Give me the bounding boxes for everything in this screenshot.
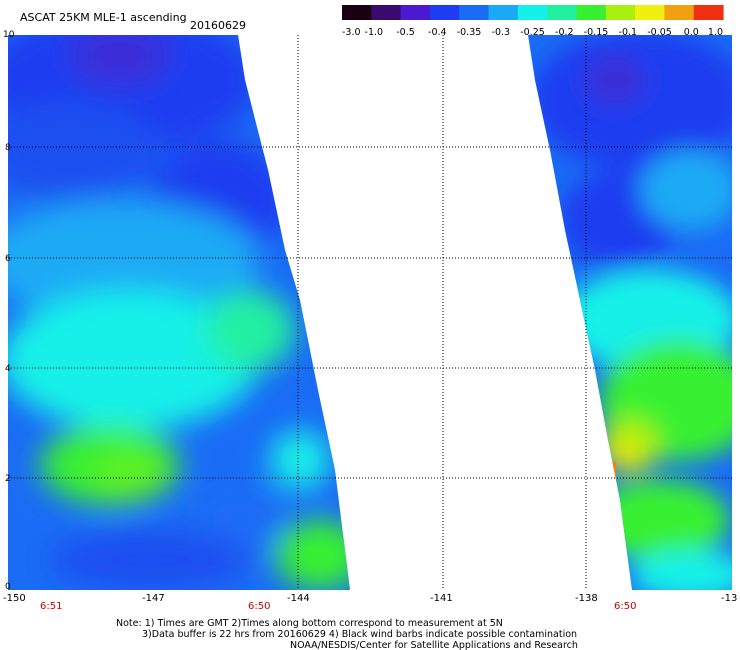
y-tick-label: 8: [5, 143, 11, 153]
y-axis-ticks: 0 2 4 6 8 10: [3, 30, 15, 592]
colorbar-label: -0.15: [584, 27, 609, 38]
colorbar-label: -0.05: [647, 27, 672, 38]
colorbar-label: 1.0: [708, 27, 723, 38]
swath-left: [8, 35, 350, 590]
y-tick-label: 4: [5, 364, 11, 374]
colorbar-label: -1.0: [365, 27, 384, 38]
note-line-3: NOAA/NESDIS/Center for Satellite Applica…: [290, 640, 578, 650]
y-tick-label: 10: [3, 30, 15, 40]
time-label: 6:50: [248, 601, 270, 612]
colorbar-swatch: [400, 5, 431, 20]
x-tick-label: -144: [287, 593, 310, 604]
y-tick-label: 2: [5, 474, 11, 484]
colorbar-swatch: [429, 5, 460, 20]
colorbar-label: -0.4: [428, 27, 447, 38]
colorbar-label: -0.5: [396, 27, 415, 38]
y-tick-label: 0: [5, 582, 11, 592]
x-tick-label: -13: [721, 593, 737, 604]
y-tick-label: 6: [5, 254, 11, 264]
colorbar-label: -0.25: [520, 27, 545, 38]
colorbar-label: -0.3: [492, 27, 511, 38]
colorbar-swatch: [517, 5, 548, 20]
x-tick-label: -150: [3, 593, 26, 604]
x-tick-label: -138: [575, 593, 598, 604]
colorbar-swatch: [342, 5, 372, 20]
note-line-2: 3)Data buffer is 22 hrs from 20160629 4)…: [142, 629, 577, 640]
colorbar-label: -0.2: [555, 27, 574, 38]
colorbar-swatch: [371, 5, 402, 20]
colorbar-swatch: [605, 5, 636, 20]
colorbar-label: -0.35: [457, 27, 482, 38]
x-tick-label: -141: [430, 593, 453, 604]
time-label: 6:50: [614, 601, 636, 612]
colorbar-swatch: [693, 5, 724, 20]
chart-date: 20160629: [190, 19, 246, 32]
time-label: 6:51: [40, 601, 62, 612]
colorbar-label: -0.1: [619, 27, 638, 38]
colorbar-label: 0.0: [684, 27, 699, 38]
grid-lines: [8, 35, 732, 590]
colorbar-swatch: [488, 5, 519, 20]
colorbar-swatch: [547, 5, 578, 20]
colorbar-swatch: [635, 5, 665, 20]
chart-title: ASCAT 25KM MLE-1 ascending: [20, 11, 187, 24]
x-tick-label: -147: [142, 593, 165, 604]
swath-right: [528, 35, 732, 590]
colorbar-swatch: [459, 5, 490, 20]
colorbar-label: -3.0: [342, 27, 361, 38]
colorbar-swatch: [576, 5, 607, 20]
colorbar: -3.0 -1.0 -0.5 -0.4 -0.35 -0.3 -0.25 -0.2 -0.15-…: [342, 5, 724, 38]
colorbar-swatch: [664, 5, 695, 20]
note-line-1: Note: 1) Times are GMT 2)Times along bot…: [116, 618, 503, 629]
x-axis-ticks: -150 -147 -144 -141 -138 -13: [3, 593, 737, 604]
